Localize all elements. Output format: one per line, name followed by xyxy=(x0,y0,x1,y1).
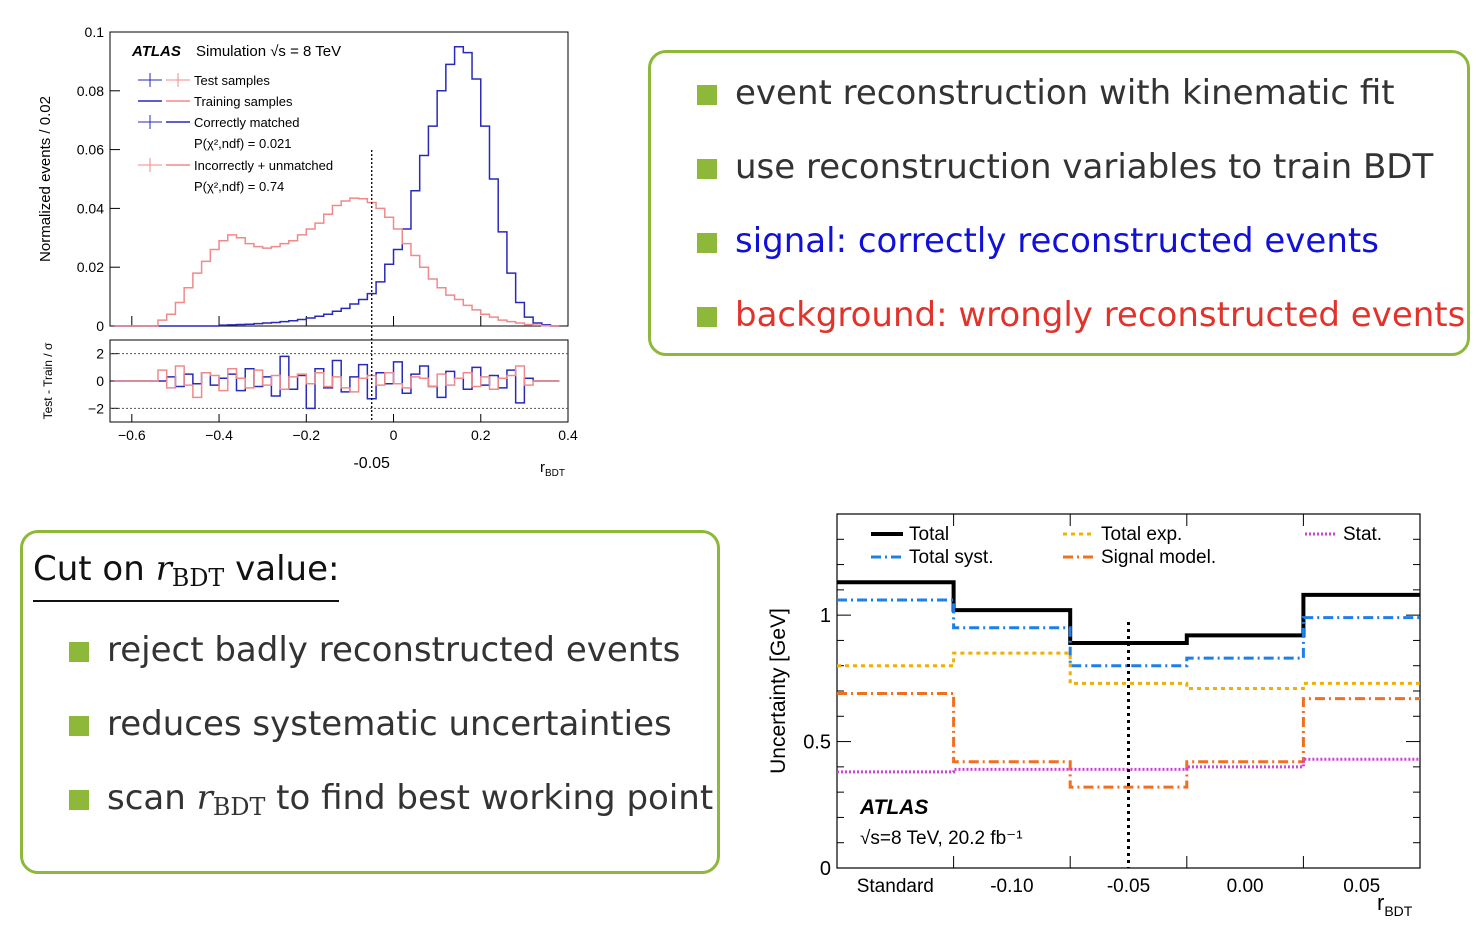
y-tick-label: 0.06 xyxy=(77,142,104,158)
legend-entry: Total syst. xyxy=(909,547,993,568)
bullet-square-icon xyxy=(69,641,89,662)
y-tick-label: 0.1 xyxy=(85,24,105,40)
r-bdt-variable: rBDT xyxy=(155,549,225,592)
x-tick-label: −0.4 xyxy=(205,427,233,443)
series-total-syst- xyxy=(837,598,1420,668)
legend-entry: Correctly matched xyxy=(194,115,299,130)
top-bullet-item: signal: correctly reconstructed events xyxy=(697,221,1467,261)
bullet-text: reduces systematic uncertainties xyxy=(107,703,672,744)
ratio-tick-label: 0 xyxy=(96,373,104,389)
cut-summary-box: Cut on rBDT value: reject badly reconstr… xyxy=(20,530,720,874)
y-tick-label: 0.02 xyxy=(77,259,104,275)
legend-entry: P(χ²,ndf) = 0.74 xyxy=(194,179,284,194)
atlas-label: ATLAS xyxy=(859,796,928,819)
ratio-correct xyxy=(114,355,560,410)
legend-entry: Total exp. xyxy=(1101,524,1182,545)
x-tick-label: −0.2 xyxy=(292,427,320,443)
bullet-text: background: wrongly reconstructed events xyxy=(735,295,1466,335)
x-tick-label: −0.6 xyxy=(118,427,146,443)
ratio-axis-title: Test - Train / σ xyxy=(41,342,55,419)
bullet-text: event reconstruction with kinematic fit xyxy=(735,73,1395,113)
bullet-text: signal: correctly reconstructed events xyxy=(735,221,1379,261)
y-tick-label: 0.5 xyxy=(803,732,831,754)
top-bullet-list: event reconstruction with kinematic fit u… xyxy=(697,73,1467,335)
ratio-panel-frame xyxy=(109,339,569,423)
x-tick-label: -0.10 xyxy=(990,876,1033,897)
x-tick-label: 0.00 xyxy=(1227,876,1264,897)
legend-entry: Training samples xyxy=(194,94,293,109)
x-tick-label: 0.4 xyxy=(558,427,578,443)
x-tick-label: 0 xyxy=(390,427,398,443)
bdt-output-chart: 0 0.02 0.04 0.06 0.08 0.1 −0.6 −0.4 −0.2 0 0.2 0.4 -… xyxy=(37,24,578,479)
legend-entry: Stat. xyxy=(1343,524,1382,545)
histogram-incorrect xyxy=(114,197,560,327)
cut-bullet-list: reject badly reconstructed events reduces… xyxy=(69,630,717,827)
cut-heading: Cut on rBDT value: xyxy=(33,549,340,602)
cut-tick-label: -0.05 xyxy=(353,455,390,472)
ratio-tick-label: 2 xyxy=(96,346,104,362)
x-tick-label: -0.05 xyxy=(1107,876,1150,897)
y-tick-label: 0.08 xyxy=(77,83,104,99)
bullet-text: use reconstruction variables to train BD… xyxy=(735,147,1434,187)
top-bullet-item: event reconstruction with kinematic fit xyxy=(697,73,1467,113)
main-panel-frame xyxy=(109,31,569,327)
y-tick-label: 0 xyxy=(96,318,104,334)
bullet-square-icon xyxy=(69,715,89,736)
cut-bullet-item: reduces systematic uncertainties xyxy=(69,704,717,744)
ratio-tick-label: −2 xyxy=(88,400,104,416)
ratio-incorrect xyxy=(114,365,560,399)
cut-bullet-item: scan rBDT to find best working point xyxy=(69,778,717,827)
x-axis-title: rBDT xyxy=(1377,890,1413,919)
y-tick-label: 0.04 xyxy=(77,200,104,216)
x-tick-label: 0.05 xyxy=(1343,876,1380,897)
y-tick-label: 1 xyxy=(820,605,831,627)
series-signal-model- xyxy=(837,692,1420,789)
bullet-square-icon xyxy=(69,789,89,810)
bullet-square-icon xyxy=(697,307,717,327)
legend-entry: P(χ²,ndf) = 0.021 xyxy=(194,136,292,151)
x-tick-label: 0.2 xyxy=(471,427,491,443)
bullet-text: scan rBDT to find best working point xyxy=(107,777,714,821)
top-summary-box: event reconstruction with kinematic fit u… xyxy=(648,50,1470,356)
y-axis-title: Normalized events / 0.02 xyxy=(37,96,54,262)
uncertainty-chart: 0 0.5 1 Standard -0.10 -0.05 0.00 0.05 Uncertain… xyxy=(767,513,1421,919)
series-stat- xyxy=(837,757,1420,774)
atlas-label: ATLAS xyxy=(131,43,181,60)
top-bullet-item: background: wrongly reconstructed events xyxy=(697,295,1467,335)
bullet-square-icon xyxy=(697,159,717,179)
legend-entry: Total xyxy=(909,524,949,545)
legend-entry: Signal model. xyxy=(1101,547,1216,568)
y-axis-title: Uncertainty [GeV] xyxy=(767,608,790,774)
simulation-label: Simulation √s = 8 TeV xyxy=(196,43,341,60)
top-bullet-item: use reconstruction variables to train BD… xyxy=(697,147,1467,187)
bullet-square-icon xyxy=(697,85,717,105)
energy-lumi-label: √s=8 TeV, 20.2 fb⁻¹ xyxy=(860,828,1023,849)
cut-bullet-item: reject badly reconstructed events xyxy=(69,630,717,670)
legend-entry: Test samples xyxy=(194,73,270,88)
histogram-correct xyxy=(114,45,560,327)
x-axis-title: rBDT xyxy=(540,459,565,479)
series-total-exp- xyxy=(837,651,1420,690)
x-tick-label: Standard xyxy=(857,876,934,897)
bullet-text: reject badly reconstructed events xyxy=(107,629,681,670)
y-tick-label: 0 xyxy=(820,858,831,880)
bullet-square-icon xyxy=(697,233,717,253)
series-total xyxy=(837,580,1420,645)
legend-entry: Incorrectly + unmatched xyxy=(194,158,333,173)
